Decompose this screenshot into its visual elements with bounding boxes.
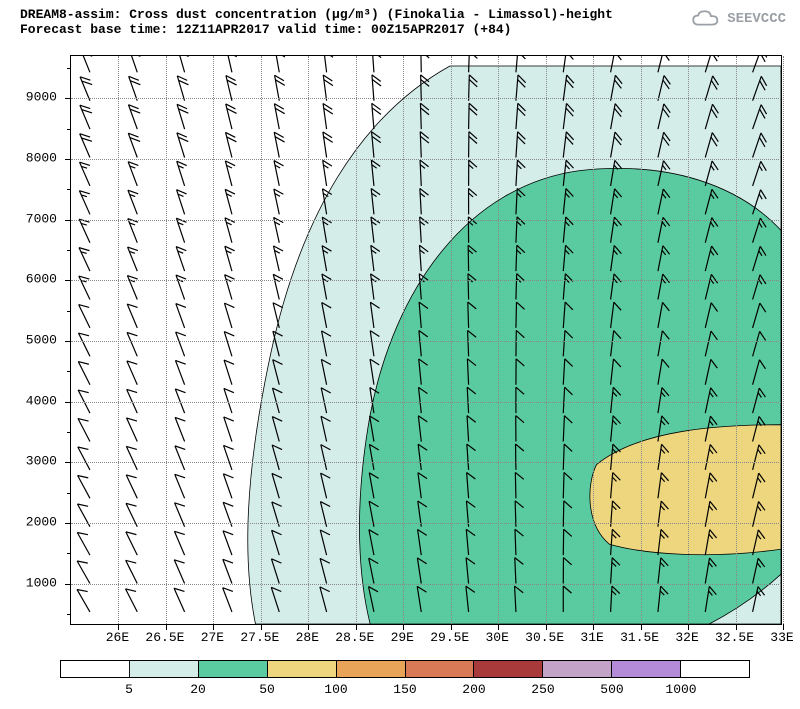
x-tick-label: 26.5E — [145, 630, 184, 645]
colorbar-tick-label: 100 — [324, 682, 347, 697]
colorbar-segment — [681, 661, 749, 677]
y-tick-label: 8000 — [26, 151, 57, 166]
colorbar — [60, 660, 750, 678]
colorbar-segment — [130, 661, 199, 677]
x-tick-label: 31E — [580, 630, 603, 645]
chart-area — [70, 55, 782, 625]
x-tick-label: 33E — [770, 630, 793, 645]
colorbar-segment — [474, 661, 543, 677]
y-tick-label: 1000 — [26, 575, 57, 590]
y-tick-label: 6000 — [26, 272, 57, 287]
colorbar-segment — [199, 661, 268, 677]
x-tick-label: 27.5E — [240, 630, 279, 645]
seevccc-logo: SEEVCCC — [689, 8, 786, 30]
x-tick-label: 26E — [106, 630, 129, 645]
y-tick-label: 7000 — [26, 211, 57, 226]
y-tick-label: 9000 — [26, 90, 57, 105]
chart-title: DREAM8-assim: Cross dust concentration (… — [20, 8, 613, 38]
title-line-1: DREAM8-assim: Cross dust concentration (… — [20, 8, 613, 23]
y-tick-label: 3000 — [26, 454, 57, 469]
x-tick-label: 27E — [201, 630, 224, 645]
y-axis-labels: 1000 2000 3000 4000 5000 6000 7000 8000 9000 — [20, 55, 65, 625]
y-tick-label: 5000 — [26, 333, 57, 348]
y-tick-label: 2000 — [26, 514, 57, 529]
colorbar-tick-label: 250 — [531, 682, 554, 697]
x-tick-label: 29.5E — [430, 630, 469, 645]
x-tick-label: 32.5E — [715, 630, 754, 645]
contour-layer — [71, 56, 781, 624]
colorbar-segment — [61, 661, 130, 677]
y-tick-label: 4000 — [26, 393, 57, 408]
x-tick-label: 30E — [485, 630, 508, 645]
colorbar-tick-label: 20 — [190, 682, 206, 697]
colorbar-segment — [337, 661, 406, 677]
x-tick-label: 28E — [296, 630, 319, 645]
colorbar-segment — [268, 661, 337, 677]
colorbar-segment — [406, 661, 475, 677]
logo-text: SEEVCCC — [727, 11, 786, 27]
colorbar-tick-label: 5 — [125, 682, 133, 697]
x-tick-label: 29E — [391, 630, 414, 645]
x-tick-label: 30.5E — [525, 630, 564, 645]
colorbar-segment — [612, 661, 681, 677]
colorbar-segment — [543, 661, 612, 677]
x-tick-label: 28.5E — [335, 630, 374, 645]
cloud-icon — [689, 8, 723, 30]
x-tick-label: 31.5E — [620, 630, 659, 645]
colorbar-tick-label: 50 — [259, 682, 275, 697]
colorbar-tick-label: 1000 — [665, 682, 696, 697]
colorbar-tick-label: 200 — [462, 682, 485, 697]
colorbar-tick-label: 150 — [393, 682, 416, 697]
colorbar-tick-label: 500 — [600, 682, 623, 697]
title-line-2: Forecast base time: 12Z11APR2017 valid t… — [20, 23, 613, 38]
x-tick-label: 32E — [675, 630, 698, 645]
